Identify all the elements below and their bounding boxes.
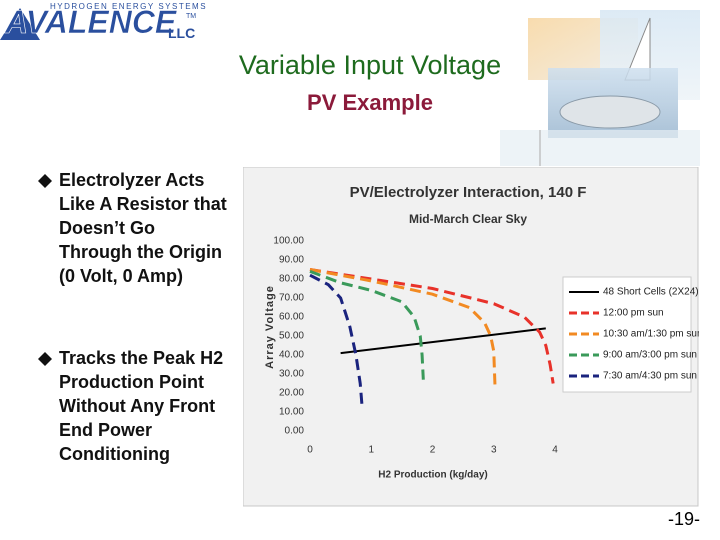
- chart-title: PV/Electrolyzer Interaction, 140 F: [350, 184, 587, 201]
- header-graphics: AVALENCE LLC TM HYDROGEN ENERGY SYSTEMS: [0, 2, 700, 166]
- series-line: [309, 268, 497, 386]
- bullet: Electrolyzer Acts Like A Resistor that D…: [36, 168, 229, 288]
- series-line: [309, 273, 364, 407]
- y-tick-label: 100.00: [273, 236, 304, 247]
- chart-subtitle: Mid-March Clear Sky: [409, 212, 527, 226]
- legend-label: 10:30 am/1:30 pm sun: [603, 329, 699, 340]
- series-line: [340, 327, 546, 355]
- x-tick-label: 1: [368, 445, 374, 456]
- x-tick-label: 0: [307, 445, 313, 456]
- legend-label: 48 Short Cells (2X24): [603, 287, 699, 298]
- legend-label: 12:00 pm sun: [603, 308, 664, 319]
- legend-label: 7:30 am/4:30 pm sun: [603, 371, 697, 382]
- title: Variable Input Voltage: [238, 50, 502, 80]
- legend-label: 9:00 am/3:00 pm sun: [603, 350, 697, 361]
- bullet-text: Electrolyzer Acts Like A Resistor that D…: [59, 170, 227, 286]
- x-axis-label: H2 Production (kg/day): [378, 470, 487, 481]
- page-number: -19-: [667, 509, 700, 529]
- bullet-text: Tracks the Peak H2 Production Point With…: [59, 348, 224, 464]
- x-tick-label: 3: [491, 445, 497, 456]
- y-tick-label: 40.00: [279, 350, 304, 361]
- x-tick-label: 4: [552, 445, 558, 456]
- series-line: [309, 269, 425, 380]
- bullet-icon: [38, 352, 52, 366]
- bullet: Tracks the Peak H2 Production Point With…: [36, 346, 229, 466]
- y-tick-label: 10.00: [279, 407, 304, 418]
- logo-tm: TM: [186, 13, 196, 20]
- y-tick-label: 90.00: [279, 255, 304, 266]
- x-tick-label: 2: [430, 445, 436, 456]
- y-tick-label: 50.00: [279, 331, 304, 342]
- logo-suffix: LLC: [168, 25, 195, 41]
- y-axis-label: Array Voltage: [264, 285, 276, 369]
- logo-name: AVALENCE: [4, 4, 178, 40]
- y-tick-label: 60.00: [279, 312, 304, 323]
- y-tick-label: 80.00: [279, 274, 304, 285]
- y-tick-label: 30.00: [279, 369, 304, 380]
- logo-tagline: HYDROGEN ENERGY SYSTEMS: [50, 2, 207, 11]
- y-tick-label: 20.00: [279, 388, 304, 399]
- chart: PV/Electrolyzer Interaction, 140 F Mid-M…: [243, 167, 699, 507]
- y-tick-label: 0.00: [285, 426, 305, 437]
- bullet-icon: [38, 174, 52, 188]
- subtitle: PV Example: [307, 90, 433, 115]
- y-tick-label: 70.00: [279, 293, 304, 304]
